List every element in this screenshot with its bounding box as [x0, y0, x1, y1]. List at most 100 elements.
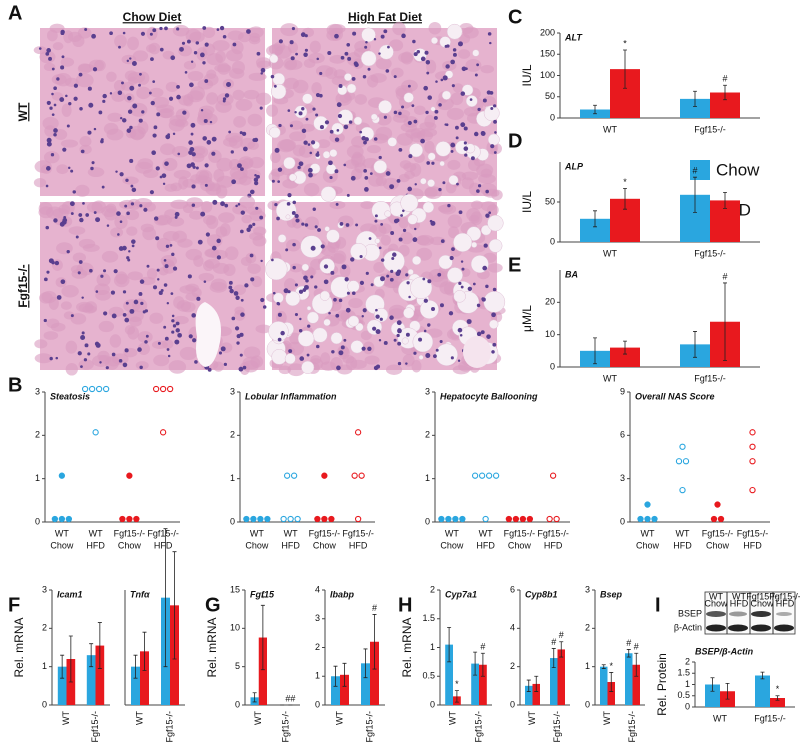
nucleus	[334, 169, 339, 174]
nucleus	[473, 131, 479, 137]
nucleus	[390, 231, 395, 235]
nucleus	[158, 290, 163, 295]
nucleus	[476, 331, 482, 337]
y-tick-label: 1	[315, 671, 320, 681]
nucleus	[286, 202, 291, 206]
error-bar	[559, 641, 564, 658]
lipid-droplet	[407, 214, 418, 225]
nucleus	[310, 275, 314, 279]
nucleus	[80, 149, 85, 154]
x-tick-label: Fgf15-/-	[90, 711, 100, 743]
nucleus	[140, 31, 146, 36]
cell	[122, 176, 139, 185]
y-tick-label: 3	[315, 613, 320, 623]
cell	[72, 252, 86, 263]
nucleus	[236, 341, 240, 345]
nucleus	[492, 287, 497, 292]
nucleus	[157, 278, 160, 281]
dot	[644, 501, 651, 508]
nucleus	[457, 327, 463, 333]
nucleus	[157, 341, 161, 345]
nucleus	[80, 365, 83, 368]
cell	[60, 139, 78, 148]
error-bar	[260, 604, 265, 671]
lipid-droplet	[487, 133, 500, 146]
nucleus	[319, 93, 323, 98]
nucleus	[89, 268, 93, 273]
nucleus	[338, 298, 343, 303]
lipid-droplet	[420, 177, 427, 185]
error-bar	[623, 49, 627, 89]
x-tick-label: Fgf15-/-	[737, 528, 769, 538]
x-tick-label: WT	[445, 528, 459, 538]
y-tick-label: 1	[42, 661, 47, 671]
nucleus	[488, 211, 492, 215]
nucleus	[139, 72, 142, 76]
cell	[162, 157, 178, 171]
nucleus	[38, 47, 42, 50]
nucleus	[249, 253, 254, 258]
cell	[126, 226, 138, 236]
dot	[287, 515, 294, 523]
cell	[56, 242, 73, 255]
nucleus	[122, 245, 127, 251]
cell	[309, 40, 321, 54]
cell	[50, 322, 66, 332]
nucleus	[169, 244, 173, 247]
nucleus	[260, 67, 266, 73]
nucleus	[131, 187, 137, 193]
cell	[476, 163, 494, 177]
y-tick-label: 3	[620, 473, 625, 483]
cell	[106, 128, 124, 141]
nucleus	[164, 336, 169, 341]
nucleus	[237, 203, 241, 206]
nucleus	[280, 330, 285, 336]
nucleus	[168, 96, 174, 101]
nucleus	[385, 69, 390, 73]
nucleus	[99, 361, 102, 364]
nucleus	[362, 75, 367, 79]
nucleus	[344, 277, 349, 282]
dot	[637, 515, 644, 523]
nucleus	[416, 50, 421, 54]
nucleus	[122, 31, 126, 35]
nucleus	[289, 124, 293, 128]
nucleus	[292, 265, 296, 270]
nucleus	[155, 236, 160, 241]
nucleus	[254, 181, 259, 186]
nucleus	[77, 271, 81, 275]
nucleus	[139, 279, 145, 284]
nucleus	[43, 277, 48, 282]
nucleus	[250, 277, 255, 282]
bar	[632, 664, 640, 705]
cell	[336, 310, 350, 322]
bar	[755, 675, 770, 707]
nucleus	[62, 147, 67, 152]
nucleus	[463, 146, 469, 151]
nucleus	[273, 84, 277, 88]
nucleus	[359, 254, 363, 259]
x-tick-label: Chow	[118, 540, 142, 550]
cell	[316, 139, 331, 149]
nucleus	[303, 52, 308, 58]
nucleus	[128, 250, 131, 253]
dot	[512, 515, 520, 523]
nucleus	[364, 187, 369, 192]
nucleus	[200, 109, 204, 112]
y-axis-label: IU/L	[520, 191, 534, 213]
nucleus	[316, 151, 320, 154]
x-tick-label: WT	[253, 711, 263, 725]
cell	[183, 60, 197, 70]
dot	[283, 472, 291, 479]
nucleus	[413, 351, 417, 355]
nucleus	[102, 93, 107, 99]
lipid-droplet	[265, 257, 288, 281]
nucleus	[129, 125, 133, 130]
nucleus	[458, 210, 463, 215]
nucleus	[450, 59, 455, 65]
lipid-droplet	[270, 83, 287, 100]
error-bar	[526, 679, 531, 692]
nucleus	[79, 107, 83, 111]
nucleus	[482, 98, 487, 103]
